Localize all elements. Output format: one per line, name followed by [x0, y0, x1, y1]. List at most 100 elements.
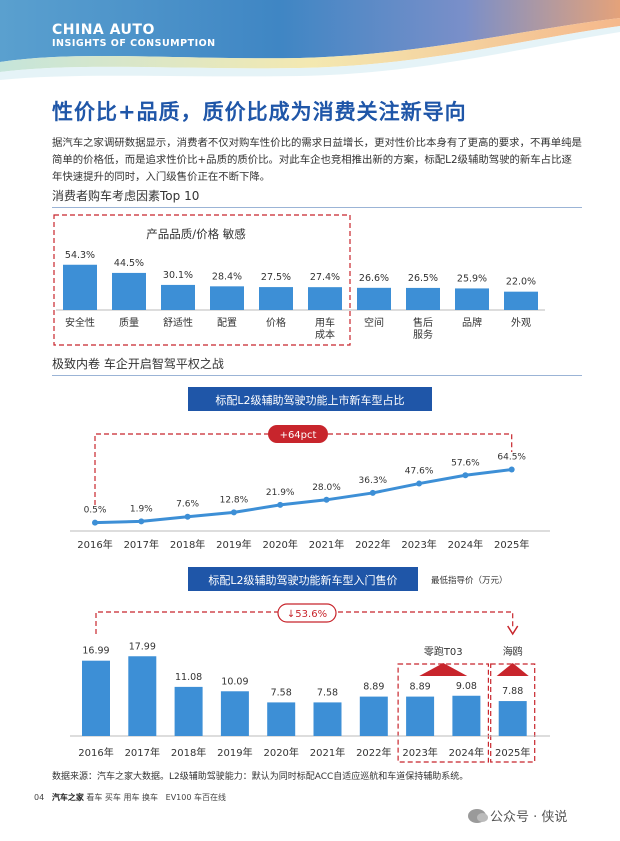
- top10-value-label: 30.1%: [163, 270, 193, 281]
- top10-category-label: 成本: [315, 328, 335, 341]
- price-value-label: 8.89: [410, 682, 431, 693]
- callout-label-1: 零跑T03: [424, 645, 463, 658]
- section-title-top10: 消费者购车考虑因素Top 10: [52, 189, 200, 203]
- callout-label-2: 海鸥: [503, 645, 523, 658]
- section-divider-2: [52, 375, 582, 376]
- callout-marker-1: [419, 663, 468, 676]
- price-unit-label: 最低指导价（万元）: [431, 575, 508, 586]
- line-x-tick-label: 2017年: [124, 538, 159, 551]
- footer-brand-5: 换车: [142, 793, 159, 802]
- series-point: [92, 519, 98, 526]
- price-value-label: 7.88: [502, 686, 523, 697]
- watermark: 公众号 · 侠说: [468, 806, 567, 825]
- series-point: [462, 472, 469, 479]
- price-value-label: 17.99: [129, 641, 156, 652]
- line-x-tick-label: 2022年: [355, 538, 390, 551]
- price-chart-title-box: [188, 567, 418, 591]
- page-number: 04: [34, 793, 45, 802]
- callout-box-2025: [490, 663, 536, 763]
- wechat-icon: [468, 809, 488, 823]
- series-point: [323, 496, 330, 503]
- decline-arrow-icon: [507, 625, 519, 636]
- top10-value-label: 26.6%: [359, 273, 389, 284]
- line-x-tick-label: 2016年: [77, 538, 112, 551]
- line-x-tick-label: 2019年: [216, 538, 251, 551]
- price-bar: [220, 691, 249, 736]
- line-x-tick-label: 2024年: [448, 538, 483, 551]
- top10-value-label: 27.5%: [261, 272, 291, 283]
- price-x-tick-label: 2017年: [125, 746, 160, 759]
- growth-annotation: +64pct: [280, 430, 317, 441]
- top10-bar: [504, 291, 538, 310]
- top10-category-label: 用车: [315, 316, 335, 329]
- price-bar: [174, 686, 203, 736]
- line-x-tick-label: 2025年: [494, 538, 529, 551]
- top10-bar: [259, 287, 293, 310]
- page-title: 性价比+品质，质价比成为消费关注新导向: [52, 100, 467, 124]
- top10-value-label: 27.4%: [310, 272, 340, 283]
- price-value-label: 16.99: [82, 646, 109, 657]
- price-bar: [498, 701, 527, 736]
- line-value-label: 47.6%: [405, 467, 434, 477]
- line-value-label: 0.5%: [84, 506, 107, 516]
- top10-value-label: 44.5%: [114, 258, 144, 269]
- line-value-label: 36.3%: [359, 476, 388, 486]
- top10-value-label: 54.3%: [65, 250, 95, 261]
- top10-bar: [161, 284, 195, 310]
- line-x-tick-label: 2023年: [401, 538, 436, 551]
- series-point: [184, 513, 191, 520]
- series-point: [369, 489, 376, 496]
- series-point: [138, 518, 145, 525]
- price-value-label: 9.08: [456, 681, 477, 692]
- header-banner: CHINA AUTO INSIGHTS OF CONSUMPTION: [0, 0, 620, 82]
- price-x-tick-label: 2022年: [356, 746, 391, 759]
- price-x-tick-label: 2025年: [495, 746, 530, 759]
- top10-category-label: 服务: [413, 328, 433, 341]
- price-bar: [267, 702, 296, 736]
- line-chart-title-box: [188, 387, 432, 411]
- footer-brand-1: 汽车之家: [51, 793, 84, 802]
- section-divider-1: [52, 207, 582, 208]
- line-value-label: 28.0%: [312, 483, 341, 493]
- top10-bar: [308, 287, 342, 310]
- decline-annotation: ↓53.6%: [287, 609, 327, 620]
- series-point: [277, 501, 284, 508]
- growth-bracket: [94, 433, 513, 505]
- top10-bar: [455, 288, 489, 310]
- price-x-tick-label: 2021年: [310, 746, 345, 759]
- price-bar: [128, 656, 157, 736]
- line-chart-title: 标配L2级辅助驾驶功能上市新车型占比: [215, 393, 404, 407]
- price-x-tick-label: 2023年: [402, 746, 437, 759]
- line-value-label: 12.8%: [220, 495, 249, 505]
- growth-badge: [268, 425, 328, 443]
- price-bar: [82, 660, 110, 736]
- top10-bar: [63, 264, 97, 310]
- top10-value-label: 22.0%: [506, 277, 536, 288]
- price-bar: [406, 696, 435, 736]
- series-point: [230, 509, 237, 516]
- top10-category-label: 舒适性: [163, 316, 193, 329]
- decline-bracket: [95, 611, 514, 634]
- top10-bar: [406, 287, 440, 310]
- top10-category-label: 配置: [217, 317, 237, 329]
- top10-category-label: 空间: [364, 316, 384, 329]
- watermark-text: 公众号 · 侠说: [490, 810, 568, 825]
- top10-category-label: 外观: [511, 317, 531, 329]
- decline-badge: [277, 603, 337, 623]
- top10-category-label: 质量: [119, 317, 139, 329]
- banner-wave-graphic: [0, 0, 620, 80]
- price-bar: [313, 702, 342, 736]
- top10-category-label: 品牌: [462, 316, 482, 329]
- line-x-tick-label: 2021年: [309, 538, 344, 551]
- top10-value-label: 26.5%: [408, 273, 438, 284]
- callout-marker-2: [496, 663, 529, 676]
- footer-brand-2: 看车: [86, 793, 103, 802]
- series-line: [94, 468, 512, 525]
- top10-value-label: 25.9%: [457, 273, 487, 284]
- highlight-label: 产品品质/价格 敏感: [146, 227, 246, 241]
- price-x-tick-label: 2019年: [217, 746, 252, 759]
- price-value-label: 10.09: [221, 676, 248, 687]
- price-bar: [359, 696, 388, 736]
- price-value-label: 7.58: [271, 687, 292, 698]
